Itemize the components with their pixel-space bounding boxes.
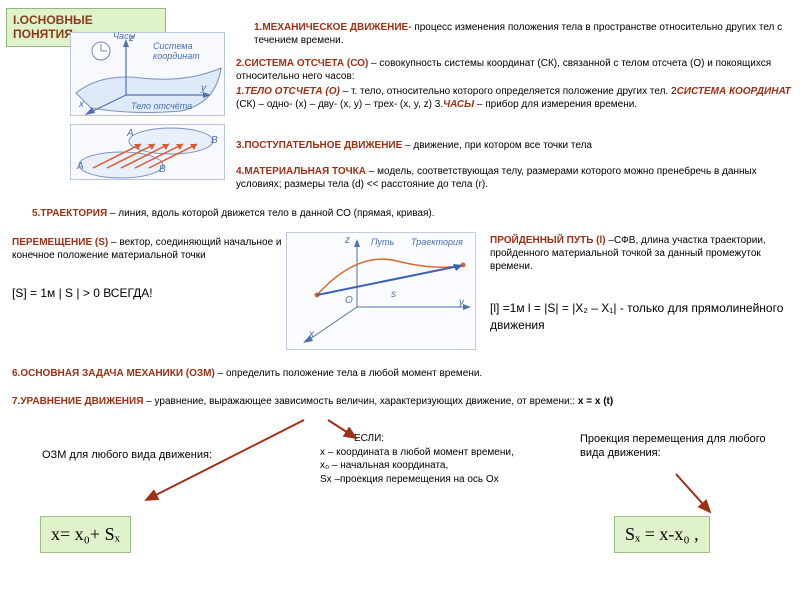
traj-put: Путь [371, 237, 394, 247]
section-2-sub: 1.ТЕЛО ОТСЧЕТА (О) – т. тело, относитель… [236, 86, 792, 111]
ozm-left-label: ОЗМ для любого вида движения: [42, 448, 212, 462]
proj-label: Проекция перемещения для любого вида дви… [580, 432, 780, 461]
if-block: ЕСЛИ: x – координата в любой момент врем… [320, 432, 570, 486]
path-formula-block: [l] =1м l = |S| = |X₂ – X₁| - только для… [490, 300, 792, 334]
proj-text: Проекция перемещения для любого вида дви… [580, 433, 766, 459]
diag1-z: z [129, 33, 134, 44]
traj-s: s [391, 289, 396, 300]
displacement-formula: [S] = 1м | S | > 0 ВСЕГДА! [12, 286, 292, 300]
section-3: 3.ПОСТУПАТЕЛЬНОЕ ДВИЖЕНИЕ – движение, пр… [236, 140, 792, 153]
diagram-coord-system: Часы Система координат Тело отсчёта z y … [70, 32, 225, 116]
diagram-translational: A B A B [70, 124, 225, 180]
s2c-def: – прибор для измерения времени. [474, 99, 637, 110]
displ-formula: [S] = 1м | S | > 0 ВСЕГДА! [12, 286, 153, 300]
traj-traek: Траектория [411, 237, 463, 247]
if-sx: Sx –проекция перемещения на ось Ox [320, 474, 499, 485]
svg-text:B: B [211, 135, 218, 146]
s2b-term: СИСТЕМА КООРДИНАТ [677, 86, 791, 97]
s4-term: 4.МАТЕРИАЛЬНАЯ ТОЧКА [236, 166, 366, 177]
section-2: 2.СИСТЕМА ОТСЧЕТА (СО) – совокупность си… [236, 58, 792, 83]
svg-text:A: A [76, 161, 84, 172]
s6-term: 6.ОСНОВНАЯ ЗАДАЧА МЕХАНИКИ (ОЗМ) [12, 368, 215, 379]
formula-left: x= x₀+ Sₓ [51, 524, 120, 544]
diagram-trajectory: Путь Траектория s O x y z [286, 232, 476, 350]
diag1-sistema: Система координат [153, 41, 224, 61]
section-1: 1.МЕХАНИЧЕСКОЕ ДВИЖЕНИЕ- процесс изменен… [254, 22, 790, 47]
s1-term: 1.МЕХАНИЧЕСКОЕ ДВИЖЕНИЕ [254, 22, 408, 33]
traj-x: x [309, 329, 314, 340]
traj-z: z [345, 235, 350, 246]
s6-def: – определить положение тела в любой моме… [215, 368, 482, 379]
svg-text:B: B [159, 164, 166, 175]
s7-eq: x = x (t) [578, 396, 613, 407]
s2-term: 2.СИСТЕМА ОТСЧЕТА (СО) [236, 58, 368, 69]
s5-def: – линия, вдоль которой движется тело в д… [107, 208, 434, 219]
s3-def: – движение, при котором все точки тела [402, 140, 592, 151]
path-term: ПРОЙДЕННЫЙ ПУТЬ (l) [490, 235, 606, 246]
path-block: ПРОЙДЕННЫЙ ПУТЬ (l) –СФВ, длина участка … [490, 234, 792, 273]
if-x0: x₀ – начальная координата, [320, 460, 448, 471]
formula-left-box: x= x₀+ Sₓ [40, 516, 131, 553]
if-label: ЕСЛИ: [354, 433, 384, 444]
diag1-x: x [79, 99, 84, 110]
section-7: 7.УРАВНЕНИЕ ДВИЖЕНИЯ – уравнение, выража… [12, 396, 792, 409]
diag1-telo: Тело отсчёта [131, 101, 192, 111]
ozm-left: ОЗМ для любого вида движения: [42, 449, 212, 461]
traj-y: y [459, 297, 464, 308]
s2a-term: 1.ТЕЛО ОТСЧЕТА (О) [236, 86, 340, 97]
s3-term: 3.ПОСТУПАТЕЛЬНОЕ ДВИЖЕНИЕ [236, 140, 402, 151]
section-6: 6.ОСНОВНАЯ ЗАДАЧА МЕХАНИКИ (ОЗМ) – опред… [12, 368, 792, 381]
s5-term: 5.ТРАЕКТОРИЯ [32, 208, 107, 219]
formula-right: Sₓ = x-x₀ , [625, 524, 699, 544]
s2c-term: ЧАСЫ [443, 99, 474, 110]
diag1-y: y [201, 83, 206, 94]
svg-text:A: A [126, 128, 134, 139]
section-4: 4.МАТЕРИАЛЬНАЯ ТОЧКА – модель, соответст… [236, 166, 792, 191]
s7-term: 7.УРАВНЕНИЕ ДВИЖЕНИЯ [12, 396, 143, 407]
traj-O: O [345, 295, 353, 306]
s2b-def: (СК) – одно- (x) – дву- (x, y) – трех- (… [236, 99, 443, 110]
displ-term: ПЕРЕМЕЩЕНИЕ (S) [12, 237, 108, 248]
section-5: 5.ТРАЕКТОРИЯ – линия, вдоль которой движ… [32, 208, 792, 220]
s2a-def: – т. тело, относительно которого определ… [340, 86, 677, 97]
displacement-block: ПЕРЕМЕЩЕНИЕ (S) – вектор, соединяющий на… [12, 236, 282, 262]
path-formula: [l] =1м l = |S| = |X₂ – X₁| - только для… [490, 301, 783, 332]
formula-right-box: Sₓ = x-x₀ , [614, 516, 710, 553]
if-x: x – координата в любой момент времени, [320, 447, 514, 458]
s7-def: – уравнение, выражающее зависимость вели… [143, 396, 578, 407]
